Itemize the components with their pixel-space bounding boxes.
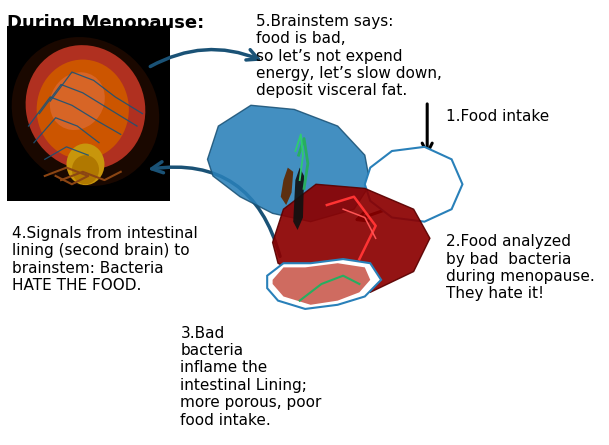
Polygon shape xyxy=(208,105,370,222)
Polygon shape xyxy=(365,147,462,222)
Text: During Menopause:: During Menopause: xyxy=(7,14,204,32)
Text: 5.Brainstem says:
food is bad,
so let’s not expend
energy, let’s slow down,
depo: 5.Brainstem says: food is bad, so let’s … xyxy=(256,14,442,98)
Polygon shape xyxy=(293,168,304,230)
Text: 4.Signals from intestinal
lining (second brain) to
brainstem: Bacteria
HATE THE : 4.Signals from intestinal lining (second… xyxy=(12,226,198,293)
Bar xyxy=(7,26,169,201)
Polygon shape xyxy=(281,168,293,205)
Ellipse shape xyxy=(72,155,99,184)
Text: 3.Bad
bacteria
inflame the
intestinal Lining;
more porous, poor
food intake.: 3.Bad bacteria inflame the intestinal Li… xyxy=(180,326,322,428)
Polygon shape xyxy=(273,263,370,305)
Text: 1.Food intake: 1.Food intake xyxy=(446,109,549,125)
Polygon shape xyxy=(267,259,381,309)
Polygon shape xyxy=(273,184,430,292)
Text: 2.Food analyzed
by bad  bacteria
during menopause.
They hate it!: 2.Food analyzed by bad bacteria during m… xyxy=(446,234,595,301)
Ellipse shape xyxy=(26,45,146,170)
Ellipse shape xyxy=(50,72,105,130)
Ellipse shape xyxy=(37,60,129,159)
Ellipse shape xyxy=(12,37,159,186)
Ellipse shape xyxy=(66,144,105,185)
